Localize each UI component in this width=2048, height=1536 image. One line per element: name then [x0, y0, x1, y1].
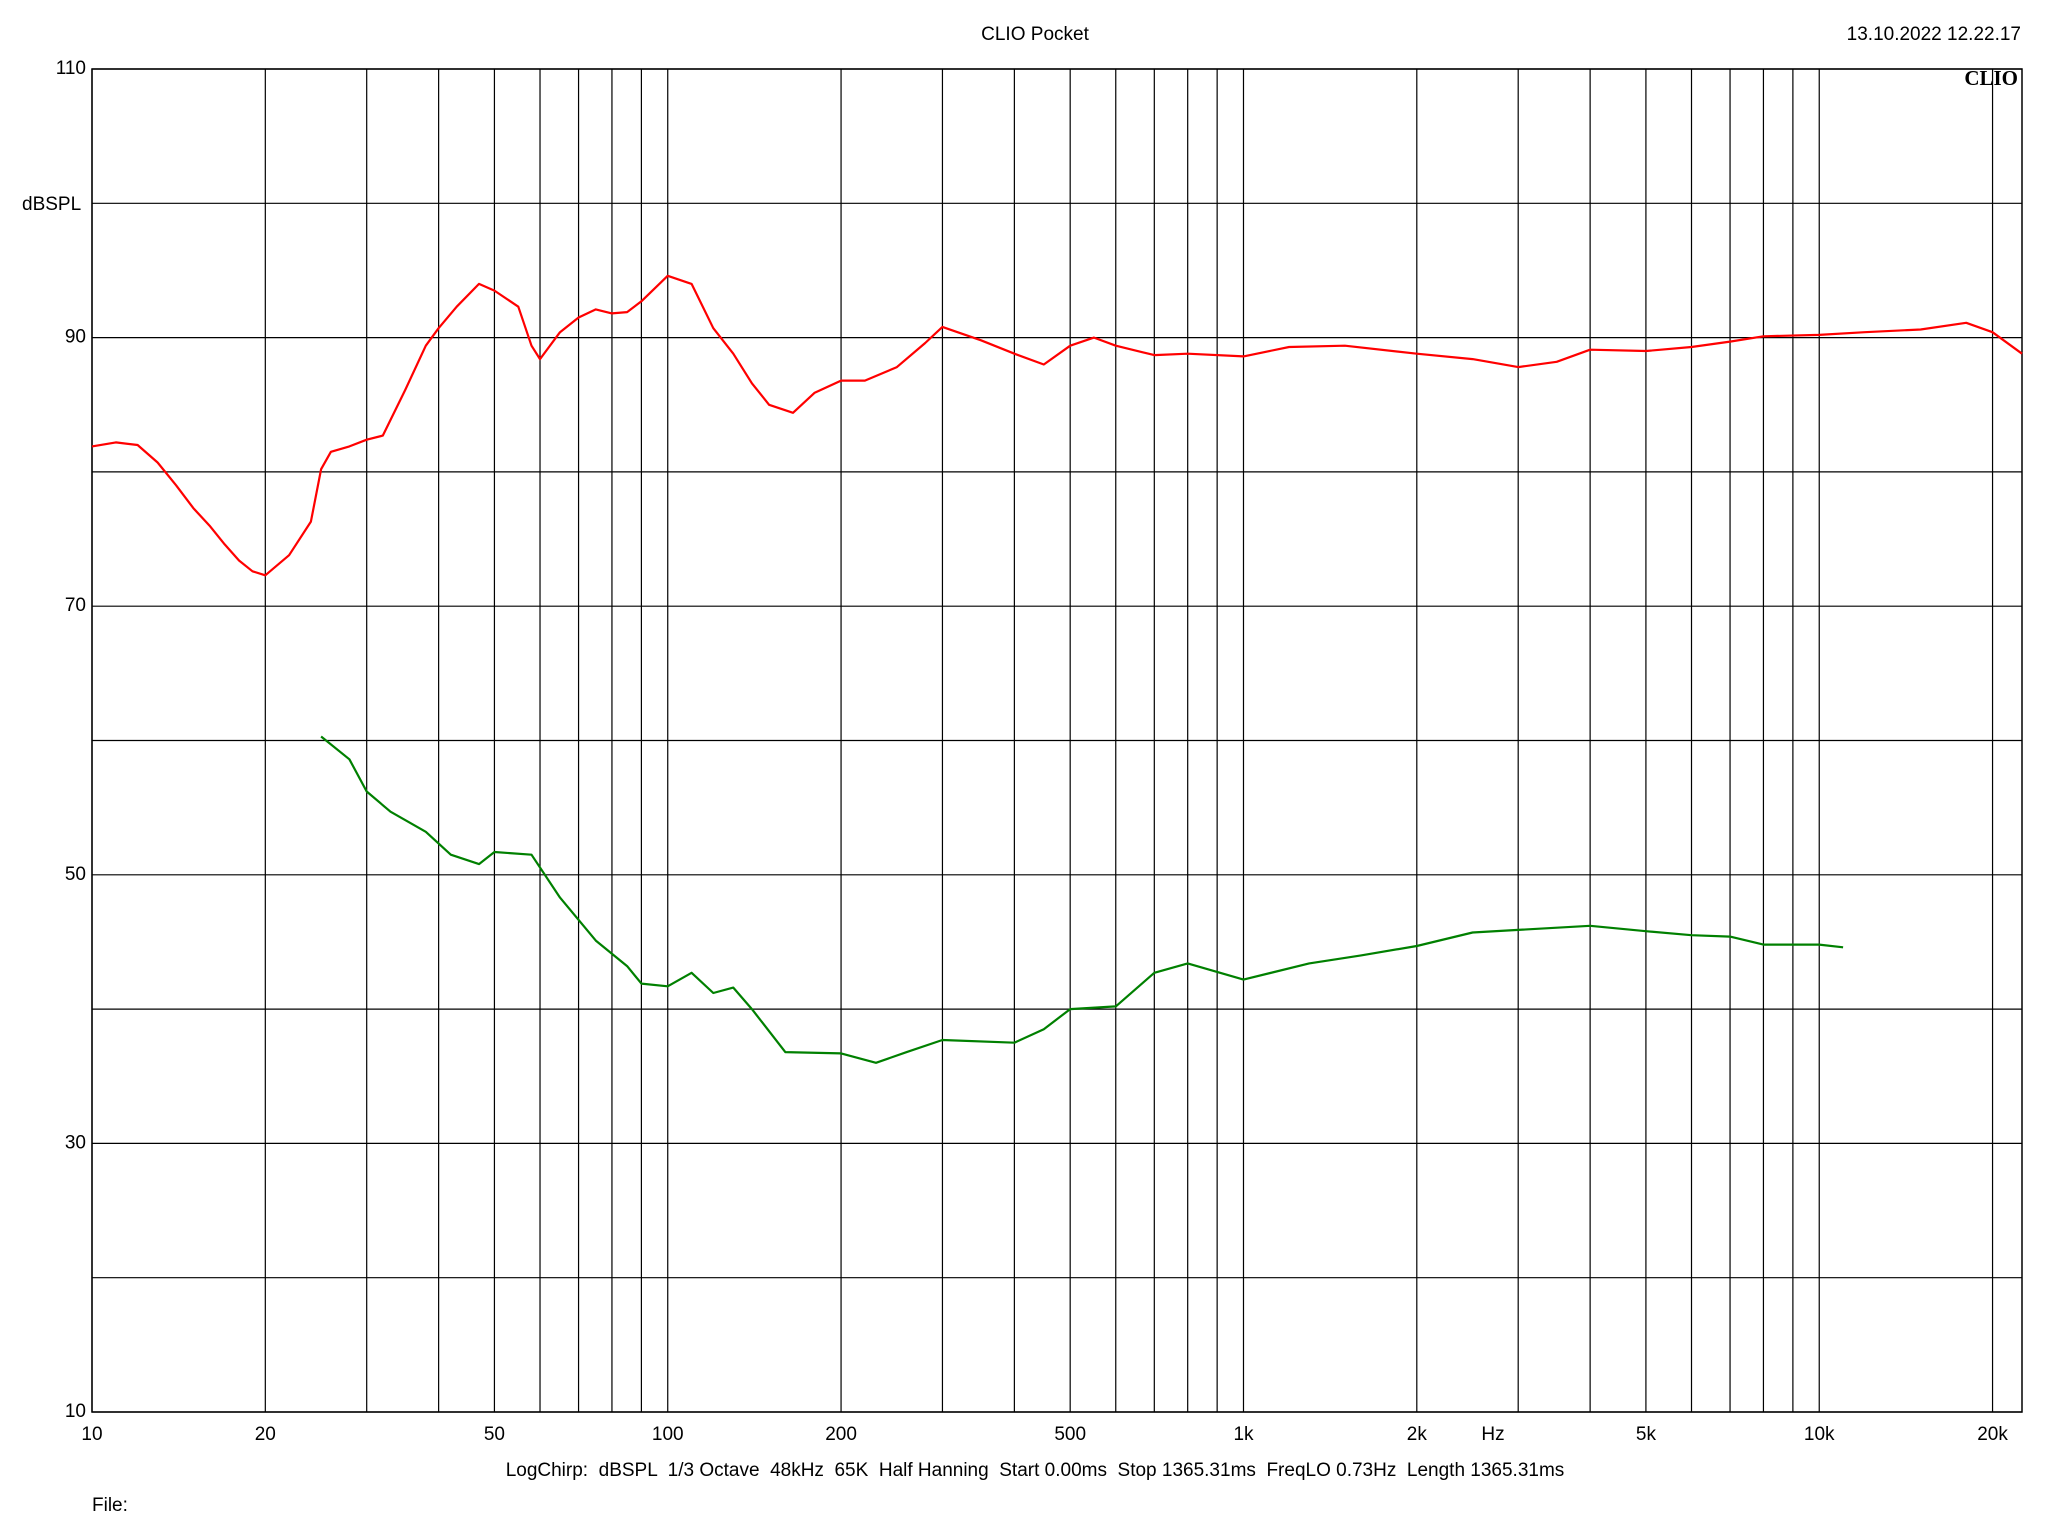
x-tick-label: 200 [825, 1424, 857, 1445]
chart-title: CLIO Pocket [981, 24, 1089, 45]
y-tick-label: 110 [56, 58, 86, 79]
y-tick-label: 10 [65, 1401, 86, 1422]
x-tick-label: 1k [1233, 1424, 1254, 1445]
y-tick-label: 90 [65, 327, 86, 348]
x-tick-label: 100 [652, 1424, 684, 1445]
response-curve [91, 274, 2023, 577]
timestamp: 13.10.2022 12.22.17 [1847, 24, 2021, 45]
x-tick-label: 2k [1407, 1424, 1428, 1445]
logo: CLIO [1964, 66, 2018, 90]
x-tick-label: 50 [484, 1424, 505, 1445]
x-tick-label: 20k [1977, 1424, 2008, 1445]
x-tick-label: 20 [255, 1424, 276, 1445]
file-label: File: [92, 1495, 128, 1516]
footer: LogChirp: dBSPL 1/3 Octave 48kHz 65K Hal… [506, 1460, 1565, 1481]
x-tick-label: 10k [1804, 1424, 1835, 1445]
x-axis-label: Hz [1481, 1424, 1504, 1445]
y-tick-label: 70 [65, 595, 86, 616]
x-tick-label: 500 [1054, 1424, 1086, 1445]
y-tick-label: 50 [65, 864, 86, 885]
y-axis-label: dBSPL [22, 194, 81, 215]
response-curve [320, 735, 1844, 1064]
x-tick-label: 5k [1636, 1424, 1657, 1445]
y-tick-label: 30 [65, 1132, 86, 1153]
x-tick-label: 10 [81, 1424, 102, 1445]
